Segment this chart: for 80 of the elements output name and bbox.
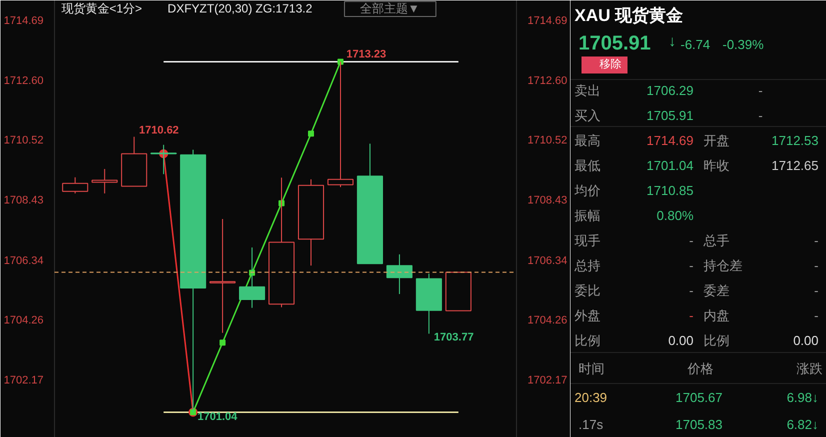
text: 总持 [574, 258, 600, 273]
text: 1706.29 [646, 83, 694, 98]
text: - [758, 108, 763, 123]
text: 内盘 [704, 308, 730, 323]
text: 1705.91 [646, 108, 694, 123]
text: 0.80% [656, 208, 694, 223]
annotation: 1701.04 [197, 411, 238, 424]
text: - [814, 233, 819, 248]
text: 0.00 [793, 333, 819, 348]
text: 1714.69 [646, 133, 694, 148]
text: 卖出 [574, 83, 600, 98]
text: 总手 [702, 233, 730, 248]
candlestick [210, 218, 236, 334]
text: .17s [578, 417, 604, 432]
text: 20:39 [574, 390, 608, 405]
text: -0.39% [722, 37, 764, 52]
text: - [689, 233, 694, 248]
y2-tick-label: 1714.69 [528, 14, 568, 27]
text: 1712.53 [772, 133, 819, 148]
text: 委比 [574, 283, 600, 298]
text: 1710.85 [646, 183, 694, 198]
text: 均价 [574, 183, 600, 198]
y2-tick-label: 1708.43 [528, 194, 568, 207]
candlestick [150, 144, 177, 175]
y-tick-label: 1710.52 [4, 134, 44, 147]
text: 1712.65 [772, 158, 819, 173]
text: 价格 [686, 361, 714, 376]
text: 时间 [578, 361, 604, 376]
y-tick-label: 1712.60 [4, 74, 44, 87]
text: 最低 [574, 158, 600, 173]
y2-tick-label: 1704.26 [528, 314, 568, 327]
text: XAU 现货黄金 [574, 6, 684, 25]
text: 最高 [574, 133, 600, 148]
text: 比例 [704, 333, 730, 348]
text: 外盘 [574, 308, 600, 323]
text: 比例 [574, 333, 600, 348]
y2-tick-label: 1712.60 [528, 74, 568, 87]
text: - [689, 308, 694, 323]
text: 昨收 [704, 158, 730, 173]
text: - [814, 308, 819, 323]
text: 委差 [704, 283, 730, 298]
y-tick-label: 1706.34 [4, 254, 44, 267]
text: - [689, 258, 694, 273]
y-tick-label: 1704.26 [4, 314, 44, 327]
text: - [689, 283, 694, 298]
y2-tick-label: 1702.17 [528, 374, 568, 387]
text: - [814, 258, 819, 273]
text: 1705.67 [676, 390, 723, 405]
annotation: 1710.62 [139, 124, 179, 136]
text: 持仓差 [704, 258, 742, 273]
y2-tick-label: 1706.34 [528, 254, 568, 267]
text: - [814, 283, 819, 298]
text: 移除 [600, 58, 622, 70]
text: - [758, 83, 763, 98]
point [308, 130, 314, 137]
y-tick-label: 1702.17 [4, 374, 44, 387]
text: -6.74 [680, 37, 710, 52]
candlestick [92, 168, 118, 194]
chart-title: 现货黄金<1分> [61, 2, 142, 16]
text: 振幅 [574, 208, 600, 223]
text: 现手 [574, 233, 600, 248]
y2-tick-label: 1710.52 [528, 134, 568, 147]
text: 买入 [574, 108, 600, 123]
annotation: 全部主题▼ [360, 2, 420, 16]
text: 涨跌 [796, 361, 822, 376]
text: 0.00 [668, 333, 694, 348]
text: ↓ [668, 33, 676, 50]
chart-subtitle: DXFYZT(20,30) ZG:1713.2 [168, 2, 313, 16]
text: 1705.91 [578, 32, 651, 54]
text: 1701.04 [646, 158, 694, 173]
point [337, 58, 344, 65]
text: 6.82↓ [786, 417, 819, 432]
annotation: 1713.23 [346, 48, 386, 60]
text: 开盘 [704, 133, 730, 148]
text: 1705.83 [676, 417, 723, 432]
text: 6.98↓ [786, 390, 819, 405]
y-tick-label: 1714.69 [4, 14, 44, 27]
point [220, 340, 226, 346]
y-tick-label: 1708.43 [4, 194, 44, 207]
annotation: 1703.77 [434, 332, 474, 344]
